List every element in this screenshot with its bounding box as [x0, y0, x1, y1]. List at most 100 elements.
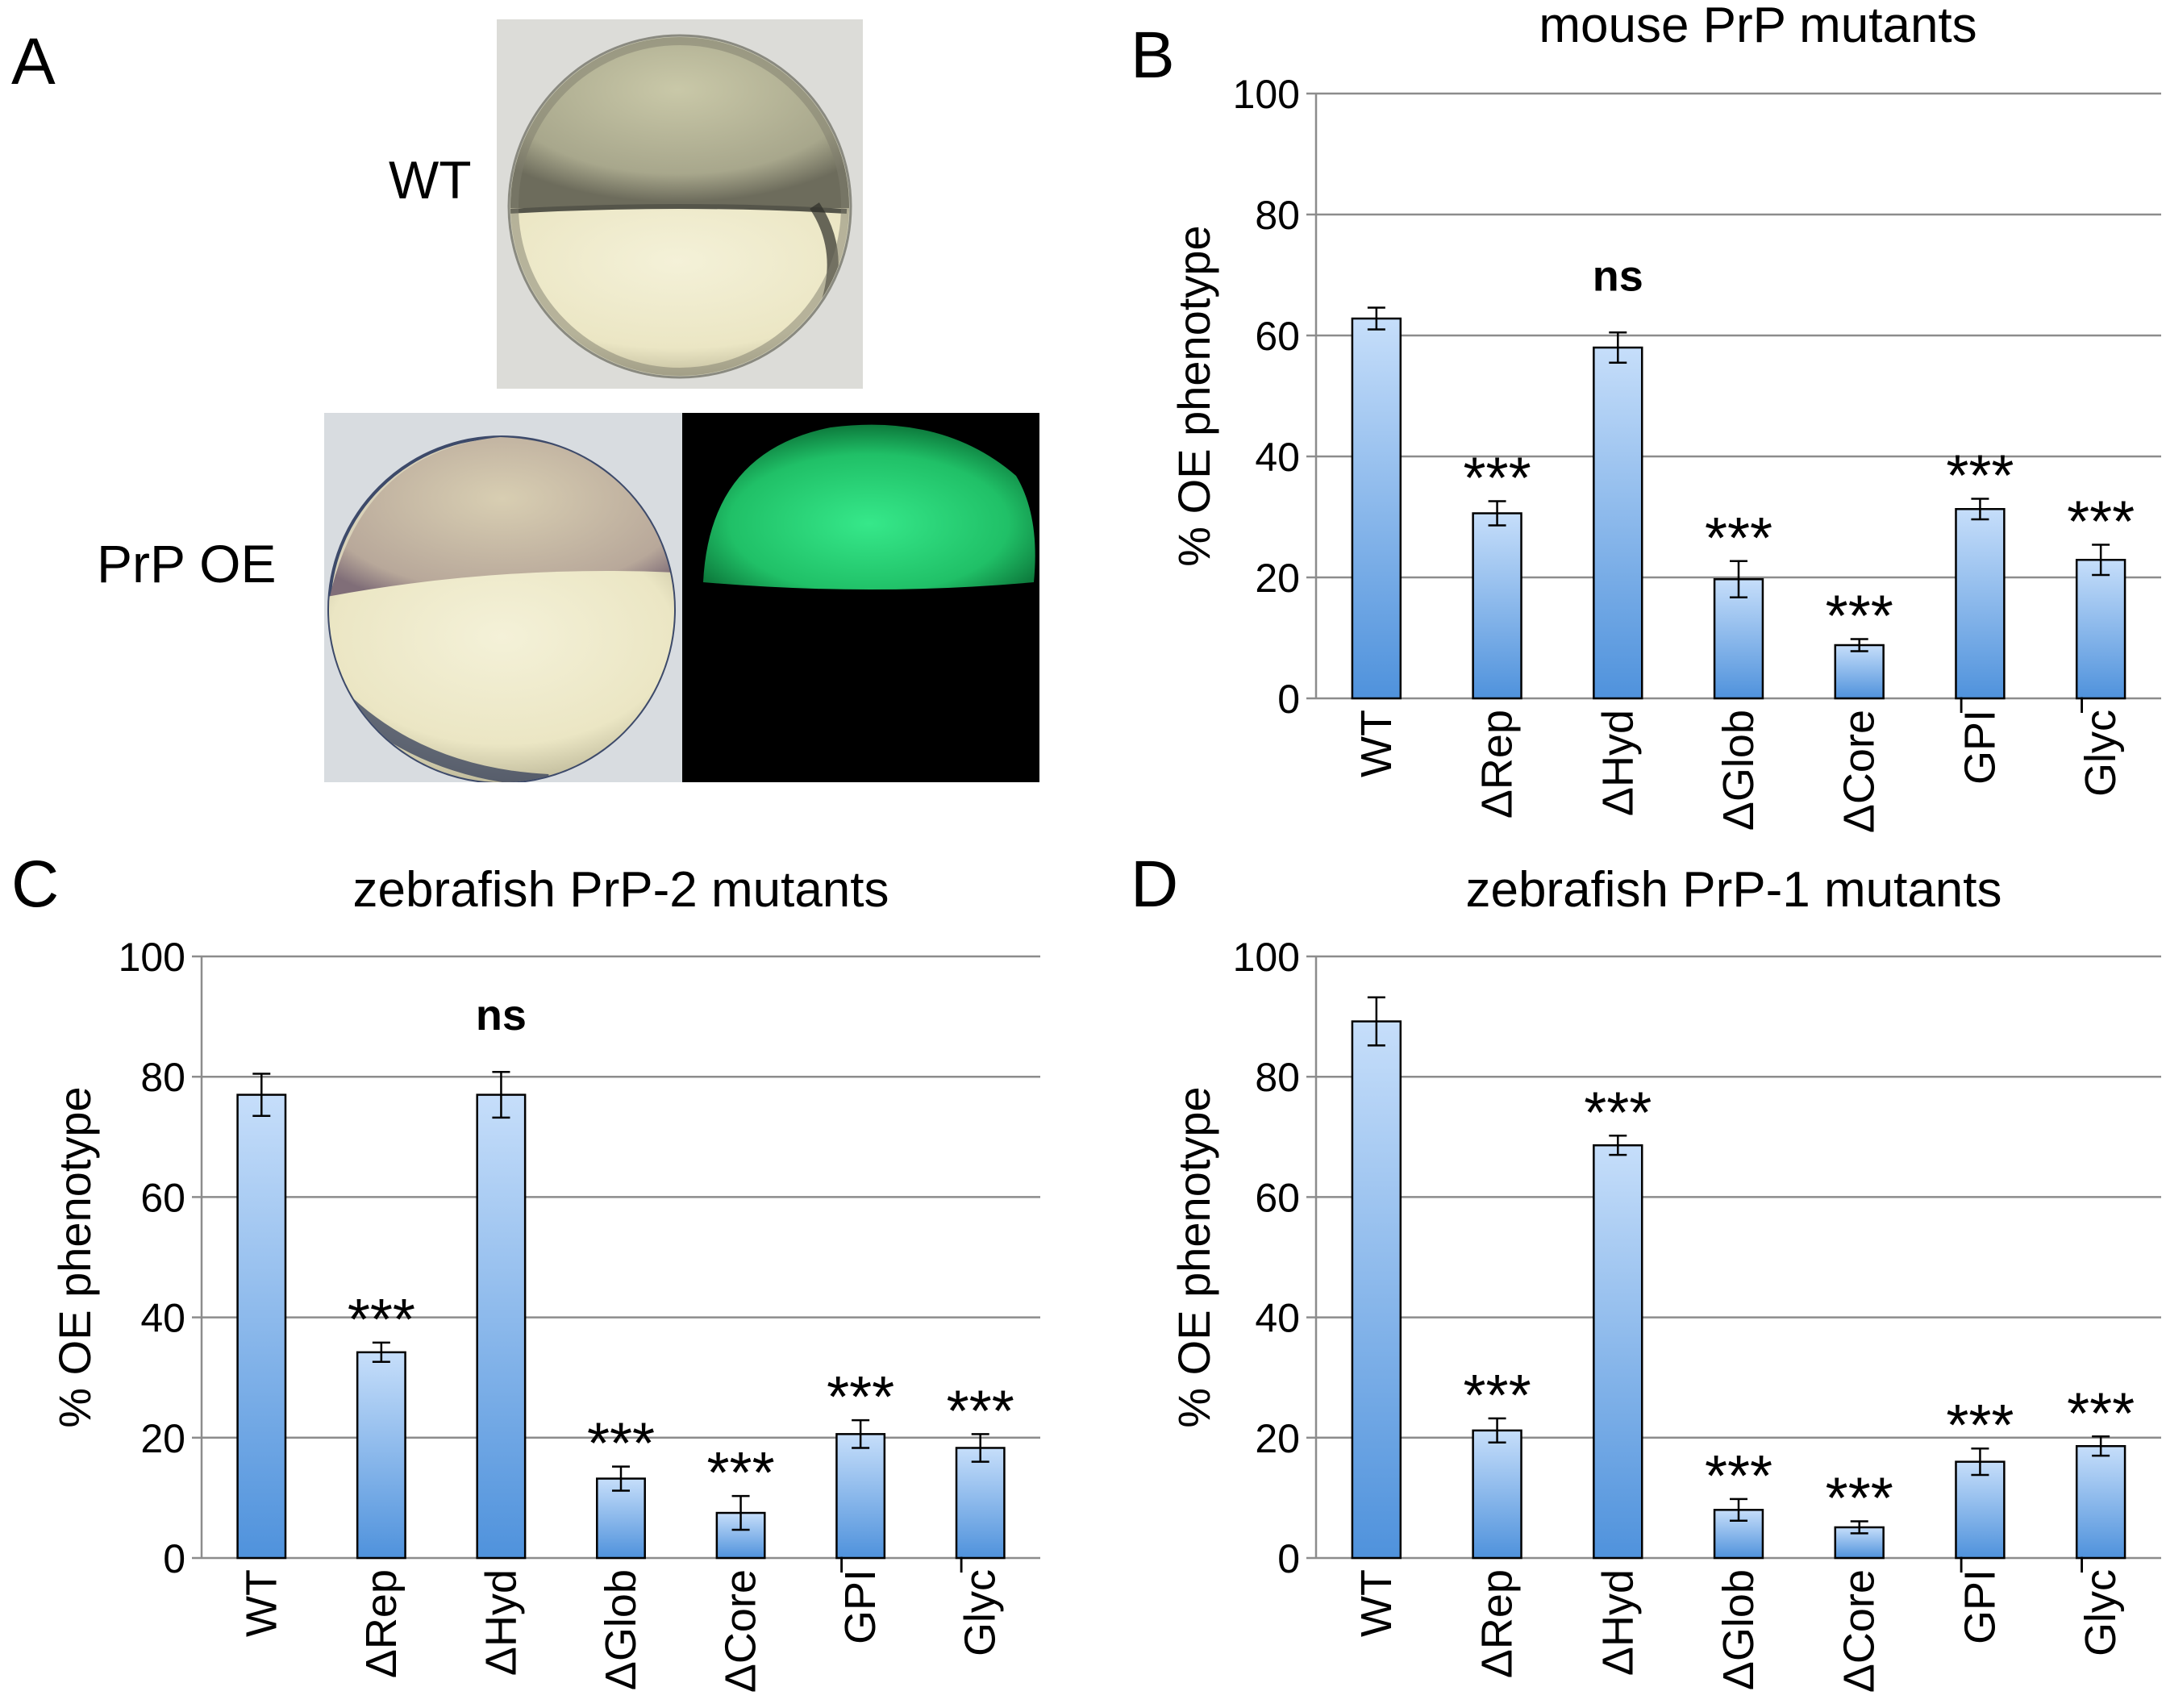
- y-tick-label: 20: [140, 1416, 185, 1461]
- y-tick-label: 20: [1255, 556, 1300, 601]
- category-label-0: WT: [1352, 1569, 1401, 1637]
- wt-embryo-image: [497, 19, 863, 389]
- y-tick-label: 80: [1255, 193, 1300, 238]
- y-tick-label: 60: [140, 1175, 185, 1220]
- y-tick-label: 60: [1255, 314, 1300, 359]
- category-label-5: GPI: [1956, 710, 2004, 785]
- error-bar-6: [971, 1433, 989, 1463]
- error-bar-3: [1730, 560, 1747, 598]
- bar-6: [955, 1447, 1006, 1560]
- significance-label-1: ***: [348, 1288, 415, 1352]
- bar-3: [1713, 1509, 1764, 1560]
- y-tick-label: 20: [1255, 1416, 1300, 1461]
- category-label-4: ΔCore: [1835, 1569, 1884, 1693]
- error-bar-0: [1367, 306, 1385, 331]
- y-tick-label: 80: [1255, 1055, 1300, 1100]
- y-tick-label: 100: [119, 935, 185, 980]
- y-tick-label: 100: [1233, 935, 1300, 980]
- category-label-5: GPI: [1956, 1569, 2004, 1644]
- chart-title: zebrafish PrP-2 mutants: [352, 862, 889, 918]
- error-bar-5: [1971, 498, 1989, 521]
- category-label-6: Glyc: [956, 1569, 1005, 1656]
- error-bar-0: [252, 1073, 271, 1117]
- error-bar-2: [1609, 331, 1627, 364]
- error-bar-1: [1488, 500, 1506, 527]
- category-superscript-5: −: [1943, 696, 1979, 714]
- category-label-2: ΔHyd: [1593, 710, 1642, 816]
- prp-oe-gfp-image: [682, 413, 1039, 782]
- significance-label-2: ns: [1593, 252, 1643, 300]
- bar-2: [1593, 1144, 1643, 1560]
- category-superscript-5: −: [1943, 1556, 1979, 1574]
- panel-a: A WT: [11, 19, 1039, 782]
- y-tick-label: 0: [1277, 1536, 1300, 1581]
- error-bar-3: [612, 1465, 630, 1492]
- bar-1: [1472, 1429, 1522, 1560]
- y-tick-label: 60: [1255, 1175, 1300, 1220]
- bar-2: [476, 1094, 527, 1560]
- bar-5: [835, 1433, 886, 1560]
- category-label-3: ΔGlob: [597, 1569, 645, 1690]
- error-bar-2: [1609, 1135, 1627, 1156]
- significance-label-1: ***: [1464, 1364, 1531, 1428]
- bar-0: [1351, 317, 1402, 700]
- bar-3: [1713, 578, 1764, 700]
- panel-d-letter: D: [1131, 848, 1178, 921]
- category-label-1: ΔRep: [1473, 1569, 1522, 1678]
- y-tick-label: 0: [163, 1536, 185, 1581]
- category-superscript-6: −: [944, 1556, 980, 1574]
- category-label-0: WT: [1352, 710, 1401, 777]
- error-bar-6: [2092, 544, 2110, 577]
- error-bar-4: [731, 1494, 750, 1531]
- significance-label-4: ***: [1826, 1466, 1893, 1531]
- bar-4: [1834, 644, 1885, 700]
- panel-b-letter: B: [1131, 19, 1175, 92]
- bar-5: [1955, 508, 2006, 700]
- y-tick-label: 0: [1277, 677, 1300, 722]
- category-label-1: ΔRep: [357, 1569, 406, 1678]
- significance-label-2: ***: [1584, 1081, 1652, 1145]
- y-tick-label: 40: [140, 1296, 185, 1341]
- error-bar-5: [852, 1418, 870, 1449]
- error-bar-1: [372, 1341, 390, 1364]
- y-axis-label: % OE phenotype: [1168, 225, 1219, 566]
- significance-label-3: ***: [1705, 1444, 1772, 1509]
- category-label-2: ΔHyd: [1593, 1569, 1642, 1676]
- bar-5: [1955, 1460, 2006, 1560]
- bar-1: [1472, 512, 1522, 700]
- y-axis-label: % OE phenotype: [1168, 1086, 1219, 1427]
- bar-0: [1351, 1020, 1402, 1560]
- category-superscript-6: −: [2064, 1556, 2100, 1574]
- significance-label-4: ***: [1826, 585, 1893, 649]
- prp-oe-embryo-image: [324, 413, 682, 782]
- significance-label-6: ***: [2067, 490, 2135, 555]
- significance-label-5: ***: [1946, 1393, 2014, 1458]
- error-bar-3: [1730, 1498, 1747, 1522]
- significance-label-6: ***: [947, 1379, 1014, 1443]
- prp-oe-label: PrP OE: [97, 534, 277, 594]
- bar-0: [236, 1094, 287, 1560]
- chart-title: zebrafish PrP-1 mutants: [1465, 862, 2001, 918]
- y-tick-label: 40: [1255, 1296, 1300, 1341]
- y-tick-label: 100: [1233, 72, 1300, 117]
- error-bar-5: [1971, 1447, 1989, 1477]
- bar-3: [596, 1477, 646, 1560]
- error-bar-0: [1367, 996, 1385, 1047]
- error-bar-4: [1850, 638, 1868, 652]
- category-label-3: ΔGlob: [1714, 1569, 1763, 1690]
- wt-label: WT: [389, 150, 472, 210]
- error-bar-2: [492, 1070, 510, 1119]
- category-superscript-5: −: [824, 1556, 860, 1574]
- panel-c-letter: C: [11, 848, 59, 921]
- y-tick-label: 80: [140, 1055, 185, 1100]
- y-axis-label: % OE phenotype: [49, 1086, 100, 1427]
- bar-1: [356, 1351, 406, 1560]
- category-label-6: Glyc: [2076, 1569, 2125, 1656]
- category-label-5: GPI: [836, 1569, 885, 1644]
- error-bar-1: [1488, 1417, 1506, 1444]
- bar-2: [1593, 346, 1643, 700]
- chart-title: mouse PrP mutants: [1539, 0, 1976, 53]
